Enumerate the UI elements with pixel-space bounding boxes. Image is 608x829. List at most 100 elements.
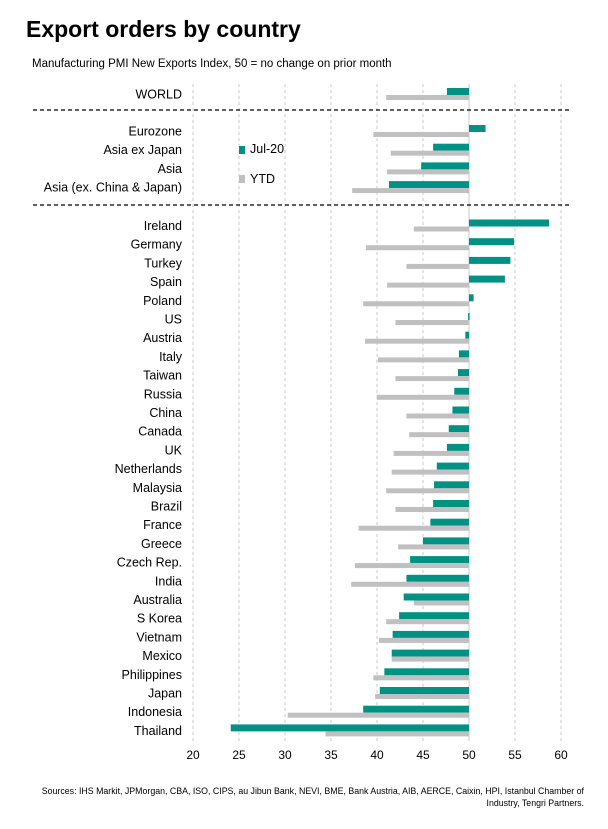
bar-jul20-3 <box>421 162 469 170</box>
bar-ytd-7 <box>406 263 469 269</box>
bar-jul20-9 <box>469 294 474 302</box>
bar-jul20-29 <box>384 668 469 676</box>
bar-jul20-15 <box>452 406 469 414</box>
bar-ytd-14 <box>377 394 469 400</box>
bar-ytd-24 <box>351 581 469 587</box>
bar-ytd-18 <box>391 469 469 475</box>
bar-jul20-27 <box>392 630 469 638</box>
bar-ytd-10 <box>395 320 469 325</box>
bar-jul20-4 <box>388 181 469 189</box>
bar-ytd-13 <box>395 376 469 382</box>
category-label: Asia (ex. China & Japan) <box>44 181 182 195</box>
bar-ytd-2 <box>390 150 469 156</box>
category-label: Vietnam <box>136 630 182 644</box>
gridlines <box>192 84 562 741</box>
bar-jul20-16 <box>448 425 469 433</box>
x-tick-label: 45 <box>416 748 430 762</box>
bar-jul20-14 <box>454 387 469 395</box>
bar-jul20-18 <box>436 462 469 470</box>
category-label: Asia ex Japan <box>103 143 182 157</box>
bar-jul20-8 <box>469 275 505 283</box>
bar-jul20-6 <box>469 238 515 246</box>
bar-ytd-1 <box>373 132 469 137</box>
bar-ytd-32 <box>325 731 469 737</box>
bar-jul20-31 <box>363 705 469 713</box>
category-label: Turkey <box>144 256 182 270</box>
x-tick-label: 20 <box>186 748 200 762</box>
bar-ytd-26 <box>386 619 469 625</box>
bar-ytd-4 <box>352 188 469 194</box>
category-label: Poland <box>143 294 182 308</box>
bar-jul20-12 <box>458 350 469 358</box>
bar-ytd-6 <box>365 245 469 251</box>
bar-jul20-13 <box>457 369 469 377</box>
bar-ytd-20 <box>395 507 469 512</box>
bar-ytd-8 <box>387 282 469 288</box>
bar-jul20-17 <box>446 443 469 451</box>
bar-jul20-30 <box>379 687 469 694</box>
bar-jul20-7 <box>469 256 511 264</box>
bar-ytd-30 <box>375 694 469 699</box>
bar-jul20-5 <box>469 219 550 227</box>
category-label: Brazil <box>151 500 182 514</box>
x-tick-label: 50 <box>462 748 476 762</box>
bar-ytd-17 <box>393 450 469 456</box>
category-label: Taiwan <box>143 369 182 383</box>
category-label: Germany <box>131 238 183 252</box>
x-tick-label: 60 <box>554 748 568 762</box>
bar-jul20-11 <box>465 331 469 339</box>
category-label: Japan <box>148 687 182 701</box>
category-label: Italy <box>159 350 183 364</box>
category-label: Ireland <box>144 219 182 233</box>
bar-jul20-20 <box>433 500 469 507</box>
category-label: Malaysia <box>133 481 182 495</box>
legend-swatch-ytd <box>239 175 245 183</box>
sources-note: Sources: IHS Markit, JPMorgan, CBA, ISO,… <box>41 786 584 808</box>
x-axis-ticks: 20 25 30 35 40 45 50 55 60 <box>186 748 568 762</box>
bars <box>230 88 550 737</box>
bar-ytd-27 <box>378 637 469 643</box>
chart-subtitle: Manufacturing PMI New Exports Index, 50 … <box>32 58 392 70</box>
category-label: France <box>143 518 182 532</box>
legend-swatch-jul20 <box>239 146 245 154</box>
bar-ytd-12 <box>377 357 469 363</box>
bar-jul20-26 <box>399 612 469 620</box>
bar-ytd-16 <box>409 432 469 438</box>
bar-ytd-23 <box>354 563 469 569</box>
category-label: WORLD <box>135 88 182 102</box>
category-label: Asia <box>158 162 182 176</box>
legend-label-ytd: YTD <box>250 172 275 186</box>
bar-jul20-24 <box>406 574 469 582</box>
category-label: India <box>155 574 182 588</box>
category-label: Russia <box>144 387 182 401</box>
bar-ytd-21 <box>358 525 469 531</box>
bar-ytd-28 <box>391 656 469 662</box>
category-label: Thailand <box>134 724 182 738</box>
bar-jul20-10 <box>468 313 470 320</box>
bar-jul20-1 <box>469 125 486 132</box>
bar-jul20-32 <box>230 724 469 732</box>
bar-jul20-22 <box>423 537 469 545</box>
bar-ytd-0 <box>386 95 469 100</box>
category-label: Indonesia <box>128 705 182 719</box>
bar-ytd-25 <box>413 600 469 606</box>
category-label: Netherlands <box>115 462 182 476</box>
bar-jul20-2 <box>433 143 469 151</box>
bar-ytd-11 <box>365 338 469 344</box>
chart-title: Export orders by country <box>26 16 301 42</box>
x-tick-label: 30 <box>278 748 292 762</box>
bar-ytd-5 <box>413 226 469 232</box>
category-label: Australia <box>133 593 182 607</box>
bar-jul20-25 <box>403 593 469 601</box>
category-label: China <box>149 406 182 420</box>
category-label: Mexico <box>142 649 182 663</box>
category-label: Canada <box>138 425 182 439</box>
bar-jul20-21 <box>430 518 469 526</box>
bar-jul20-23 <box>410 556 469 564</box>
legend: Jul-20 YTD <box>239 142 284 186</box>
bar-ytd-9 <box>363 301 469 307</box>
bar-jul20-19 <box>434 481 469 489</box>
bar-ytd-19 <box>386 488 469 494</box>
bar-ytd-29 <box>373 675 469 681</box>
